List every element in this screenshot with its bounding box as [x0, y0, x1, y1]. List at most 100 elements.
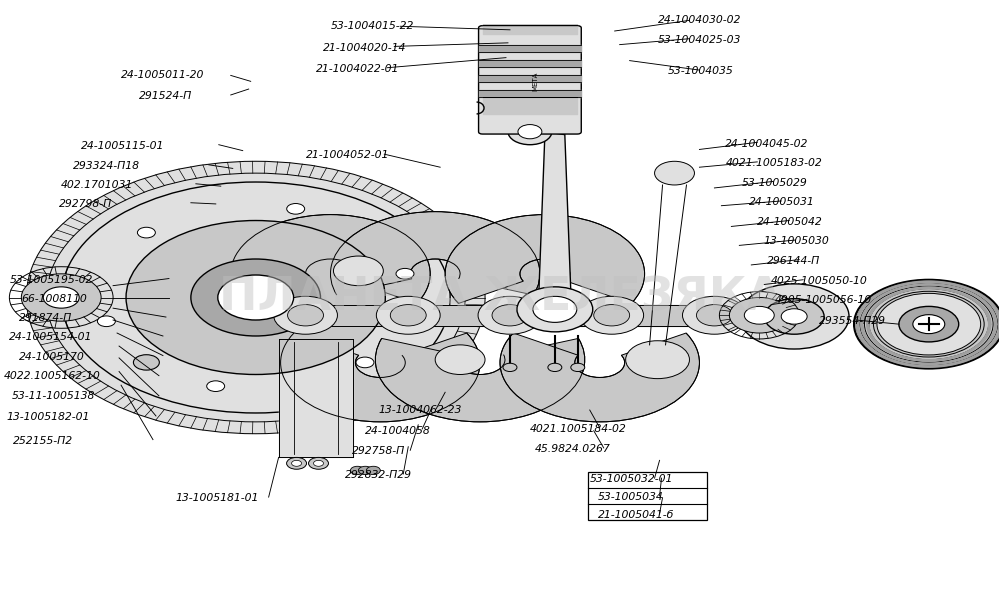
- Text: 53-1004015-22: 53-1004015-22: [330, 21, 414, 32]
- Circle shape: [287, 458, 307, 469]
- Text: 21-1004052-01: 21-1004052-01: [306, 151, 389, 161]
- Text: 24-1004045-02: 24-1004045-02: [725, 139, 809, 149]
- Wedge shape: [231, 215, 430, 303]
- Circle shape: [764, 299, 824, 334]
- Wedge shape: [375, 339, 585, 422]
- Circle shape: [696, 305, 732, 326]
- Circle shape: [97, 316, 115, 327]
- Circle shape: [913, 315, 945, 334]
- Text: ПЛАНЕТА ЖЕЛЕЗЯКА: ПЛАНЕТА ЖЕЛЕЗЯКА: [219, 275, 781, 320]
- Circle shape: [739, 284, 849, 349]
- Circle shape: [478, 296, 542, 334]
- Circle shape: [396, 268, 414, 279]
- Circle shape: [133, 355, 159, 370]
- Circle shape: [218, 275, 294, 320]
- Circle shape: [633, 345, 682, 374]
- Text: 4905-1005056-10: 4905-1005056-10: [775, 296, 872, 305]
- Circle shape: [655, 161, 694, 185]
- Text: 24-1005115-01: 24-1005115-01: [81, 142, 165, 152]
- Text: 24-1005154-01: 24-1005154-01: [9, 332, 93, 342]
- Circle shape: [314, 461, 323, 466]
- Circle shape: [43, 287, 79, 308]
- Polygon shape: [26, 161, 485, 434]
- Text: 402.1701031: 402.1701031: [61, 180, 133, 190]
- Text: 13-1004062-23: 13-1004062-23: [378, 405, 462, 415]
- Circle shape: [126, 221, 385, 374]
- Text: 4021.1005184-02: 4021.1005184-02: [530, 424, 627, 434]
- Circle shape: [274, 296, 337, 334]
- Text: 13-1005182-01: 13-1005182-01: [6, 412, 90, 422]
- Text: 21-1005041-б: 21-1005041-б: [598, 510, 674, 520]
- Text: 24-1004030-02: 24-1004030-02: [658, 15, 741, 26]
- Circle shape: [61, 182, 450, 413]
- Wedge shape: [445, 215, 645, 303]
- Circle shape: [580, 296, 644, 334]
- FancyBboxPatch shape: [479, 26, 581, 134]
- Circle shape: [435, 345, 485, 374]
- Text: 291524-П: 291524-П: [139, 91, 192, 101]
- Circle shape: [530, 295, 580, 324]
- Circle shape: [508, 118, 552, 145]
- Circle shape: [729, 298, 789, 333]
- Circle shape: [517, 287, 593, 332]
- Circle shape: [21, 274, 101, 321]
- Text: 53-1005029: 53-1005029: [741, 178, 807, 187]
- Text: 4022.1005162-10: 4022.1005162-10: [3, 371, 100, 381]
- Circle shape: [548, 363, 562, 371]
- Circle shape: [682, 296, 746, 334]
- Text: 293554-П29: 293554-П29: [819, 316, 886, 326]
- Circle shape: [533, 296, 577, 322]
- Text: 24-1005042: 24-1005042: [757, 217, 823, 227]
- Polygon shape: [867, 287, 991, 361]
- Circle shape: [781, 309, 807, 324]
- Circle shape: [207, 381, 225, 392]
- Text: 53-1005195-02: 53-1005195-02: [9, 275, 93, 285]
- Circle shape: [333, 256, 383, 286]
- Text: 291874-П: 291874-П: [19, 313, 73, 323]
- Circle shape: [191, 259, 320, 336]
- Circle shape: [309, 458, 328, 469]
- Text: 252155-П2: 252155-П2: [13, 436, 73, 446]
- Wedge shape: [330, 212, 540, 295]
- Text: 53-1005034: 53-1005034: [598, 492, 663, 502]
- Text: МЕТА: МЕТА: [532, 71, 538, 91]
- Circle shape: [854, 280, 1000, 368]
- Circle shape: [366, 466, 380, 475]
- Circle shape: [350, 466, 364, 475]
- Text: 24-1004058: 24-1004058: [365, 426, 431, 436]
- Circle shape: [503, 363, 517, 371]
- Text: 13-1005181-01: 13-1005181-01: [176, 493, 259, 503]
- Polygon shape: [856, 281, 1000, 367]
- Circle shape: [899, 306, 959, 342]
- Text: 4025.1005050-10: 4025.1005050-10: [771, 276, 868, 286]
- Text: 292758-П: 292758-П: [352, 446, 406, 456]
- Circle shape: [358, 466, 372, 475]
- Circle shape: [626, 341, 689, 378]
- Circle shape: [518, 124, 542, 139]
- Circle shape: [877, 293, 981, 355]
- Text: 53-11-1005138: 53-11-1005138: [11, 392, 95, 402]
- Circle shape: [287, 203, 305, 214]
- Text: 21-1004020-14: 21-1004020-14: [322, 43, 406, 52]
- Circle shape: [594, 305, 630, 326]
- Text: 292798-П: 292798-П: [59, 199, 112, 209]
- Circle shape: [571, 363, 585, 371]
- Text: 45.9824.0267: 45.9824.0267: [535, 444, 611, 454]
- Text: 296144-П: 296144-П: [767, 256, 821, 266]
- Polygon shape: [861, 284, 997, 365]
- Polygon shape: [515, 131, 571, 292]
- Circle shape: [744, 306, 774, 324]
- Text: 24-1005170: 24-1005170: [19, 352, 85, 362]
- Text: 21-1004022-01: 21-1004022-01: [316, 64, 399, 74]
- Text: 292832-П29: 292832-П29: [345, 470, 412, 480]
- Text: 66-1008110: 66-1008110: [21, 294, 87, 303]
- Circle shape: [292, 461, 302, 466]
- Text: 4021.1005183-02: 4021.1005183-02: [725, 158, 822, 168]
- Circle shape: [288, 305, 323, 326]
- Text: 53-1004025-03: 53-1004025-03: [658, 35, 741, 45]
- Circle shape: [390, 305, 426, 326]
- Text: 53-1004035: 53-1004035: [668, 66, 733, 76]
- Wedge shape: [281, 333, 480, 422]
- Circle shape: [376, 296, 440, 334]
- Circle shape: [137, 227, 155, 238]
